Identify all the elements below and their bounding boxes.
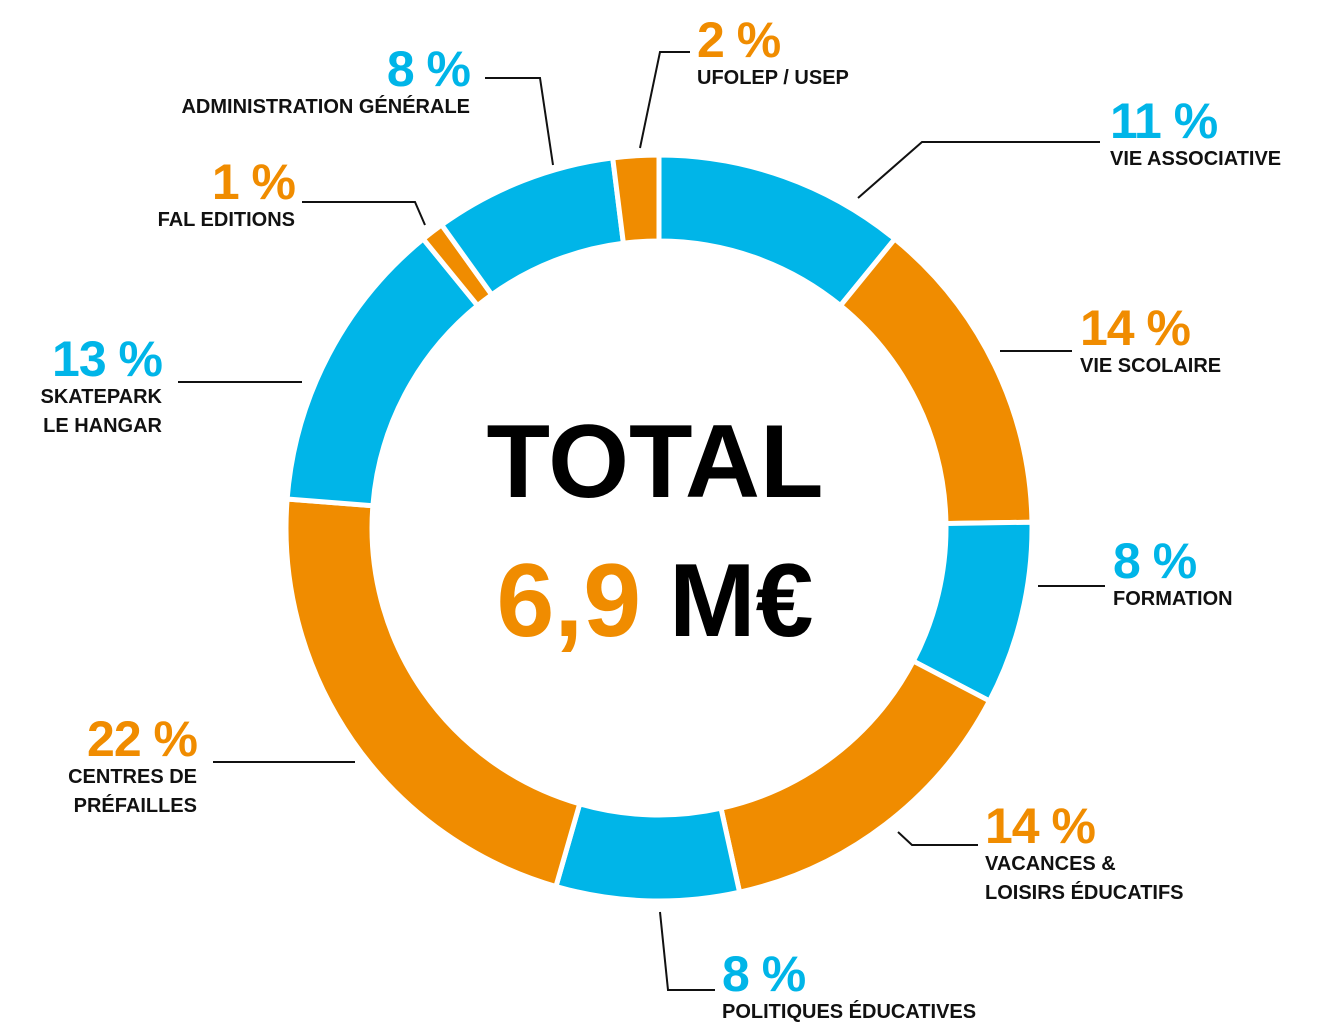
slice-label: 2 % UFOLEP / USEP — [697, 12, 849, 93]
slice-label: 1 % FAL EDITIONS — [157, 154, 296, 235]
value-label: 14 % — [1080, 300, 1191, 356]
category-label: FAL EDITIONS — [157, 209, 295, 231]
category-label: UFOLEP / USEP — [697, 67, 849, 89]
donut-segment — [552, 800, 743, 904]
category-label: SKATEPARK LE HANGAR — [40, 386, 162, 437]
donut-segment — [836, 235, 1035, 527]
slice-label: 8 % FORMATION — [1113, 533, 1233, 614]
leader-line — [302, 201, 426, 226]
center-total: 6,9 M€ — [496, 543, 813, 659]
donut-segment — [609, 152, 662, 247]
value-label: 22 % — [87, 711, 198, 767]
category-label: CENTRES DE PRÉFAILLES — [68, 766, 197, 817]
donut-segment — [718, 657, 993, 896]
value-label: 2 % — [697, 12, 781, 68]
value-label: 14 % — [985, 798, 1096, 854]
value-label: 8 % — [1113, 533, 1197, 589]
leader-line — [659, 911, 715, 991]
category-label: FORMATION — [1113, 588, 1233, 610]
center-value: 6,9 — [496, 543, 641, 659]
slice-label: 14 % VACANCES & LOISIRS ÉDUCATIFS — [985, 798, 1184, 908]
category-label: ADMINISTRATION GÉNÉRALE — [181, 96, 470, 118]
slice-label: 14 % VIE SCOLAIRE — [1080, 300, 1222, 381]
slice-label: 22 % CENTRES DE PRÉFAILLES — [68, 711, 198, 821]
leader-line — [485, 77, 554, 166]
center-title: TOTAL — [487, 404, 824, 520]
category-label: VACANCES & LOISIRS ÉDUCATIFS — [985, 853, 1184, 904]
value-label: 1 % — [211, 154, 296, 210]
slice-label: 8 % ADMINISTRATION GÉNÉRALE — [181, 41, 471, 122]
donut-segment — [284, 235, 482, 509]
slice-label: 8 % POLITIQUES ÉDUCATIVES — [722, 946, 977, 1027]
value-label: 11 % — [1110, 93, 1218, 149]
leader-line — [897, 831, 978, 846]
category-label: POLITIQUES ÉDUCATIVES — [722, 1001, 977, 1023]
leader-line — [857, 141, 1100, 199]
value-label: 13 % — [52, 331, 163, 387]
category-label: VIE SCOLAIRE — [1080, 355, 1222, 377]
value-label: 8 % — [386, 41, 471, 97]
leader-line — [639, 51, 690, 149]
slice-label: 11 % VIE ASSOCIATIVE — [1110, 93, 1282, 174]
center-unit: M€ — [669, 543, 813, 659]
slice-label: 13 % SKATEPARK LE HANGAR — [40, 331, 163, 441]
value-label: 8 % — [722, 946, 806, 1002]
category-label: VIE ASSOCIATIVE — [1110, 148, 1282, 170]
